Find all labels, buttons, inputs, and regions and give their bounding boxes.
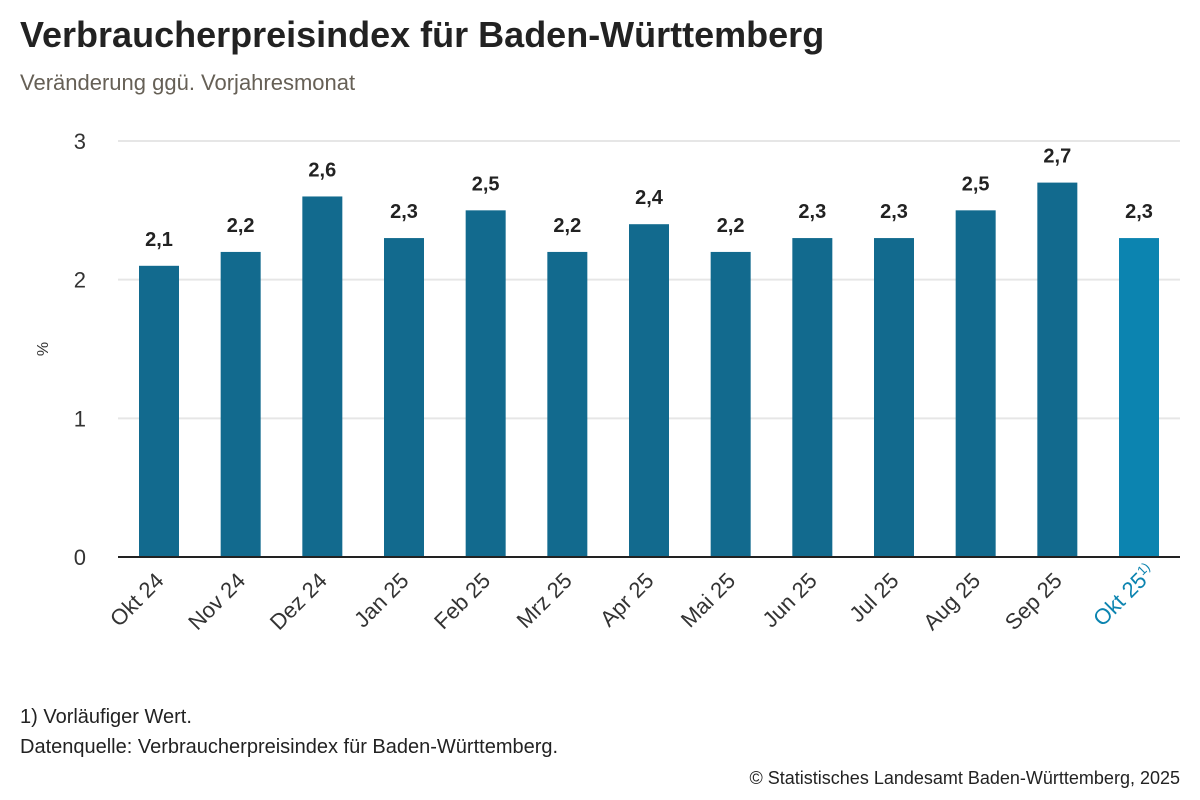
x-tick-label: Okt 24	[105, 568, 169, 632]
chart-title: Verbraucherpreisindex für Baden-Württemb…	[20, 14, 825, 55]
x-tick-label: Mai 25	[676, 568, 740, 632]
x-tick-label: Dez 24	[265, 568, 332, 635]
bar	[1037, 182, 1078, 557]
x-tick-label: Sep 25	[1000, 568, 1067, 635]
copyright: © Statistisches Landesamt Baden-Württemb…	[749, 768, 1180, 788]
y-tick-label: 1	[74, 406, 86, 431]
data-label: 2,2	[553, 215, 581, 237]
data-label: 2,3	[798, 201, 826, 223]
bar	[955, 210, 996, 558]
bar	[874, 238, 914, 558]
bar	[302, 196, 343, 557]
x-tick-label: Mrz 25	[512, 568, 577, 633]
bar-chart: 0 1 2 3% 2,1 Okt 24 2,2 Nov 24 2,6 Dez 24 2,3 Jan 2…	[35, 129, 1180, 635]
footnote: 1) Vorläufiger Wert.	[20, 706, 192, 728]
y-axis-label: %	[35, 342, 52, 356]
data-label: 2,3	[1125, 201, 1153, 223]
bar	[710, 251, 751, 557]
x-tick-label: Feb 25	[429, 568, 495, 634]
y-tick-label: 0	[74, 545, 86, 570]
bar	[220, 251, 261, 557]
bar	[139, 265, 179, 557]
data-label: 2,3	[390, 201, 418, 223]
data-label: 2,6	[308, 159, 336, 181]
data-label: 2,7	[1043, 146, 1071, 168]
data-label: 2,2	[717, 215, 745, 237]
x-tick-label: Nov 24	[183, 568, 250, 635]
bar	[547, 251, 588, 557]
x-tick-label: Jul 25	[844, 568, 903, 627]
bar	[629, 224, 669, 557]
data-label: 2,4	[635, 187, 664, 209]
source-note: Datenquelle: Verbraucherpreisindex für B…	[20, 736, 559, 758]
data-label: 2,1	[145, 229, 173, 251]
bar	[792, 238, 833, 558]
x-tick-label: Aug 25	[918, 568, 985, 635]
y-tick-label: 2	[74, 268, 86, 293]
x-tick-label: Apr 25	[595, 568, 659, 632]
data-label: 2,3	[880, 201, 908, 223]
data-label: 2,2	[227, 215, 255, 237]
chart-subtitle: Veränderung ggü. Vorjahresmonat	[20, 70, 356, 95]
bar	[1119, 238, 1159, 558]
data-label: 2,5	[472, 173, 500, 195]
x-tick-label: Okt 251)	[1088, 559, 1160, 631]
footnote-marker: 1)	[1134, 559, 1153, 578]
bar	[465, 210, 506, 558]
x-tick-label: Jan 25	[349, 568, 413, 632]
x-tick-label: Jun 25	[757, 568, 821, 632]
data-label: 2,5	[962, 173, 990, 195]
y-tick-label: 3	[74, 129, 86, 154]
bar	[384, 238, 424, 558]
